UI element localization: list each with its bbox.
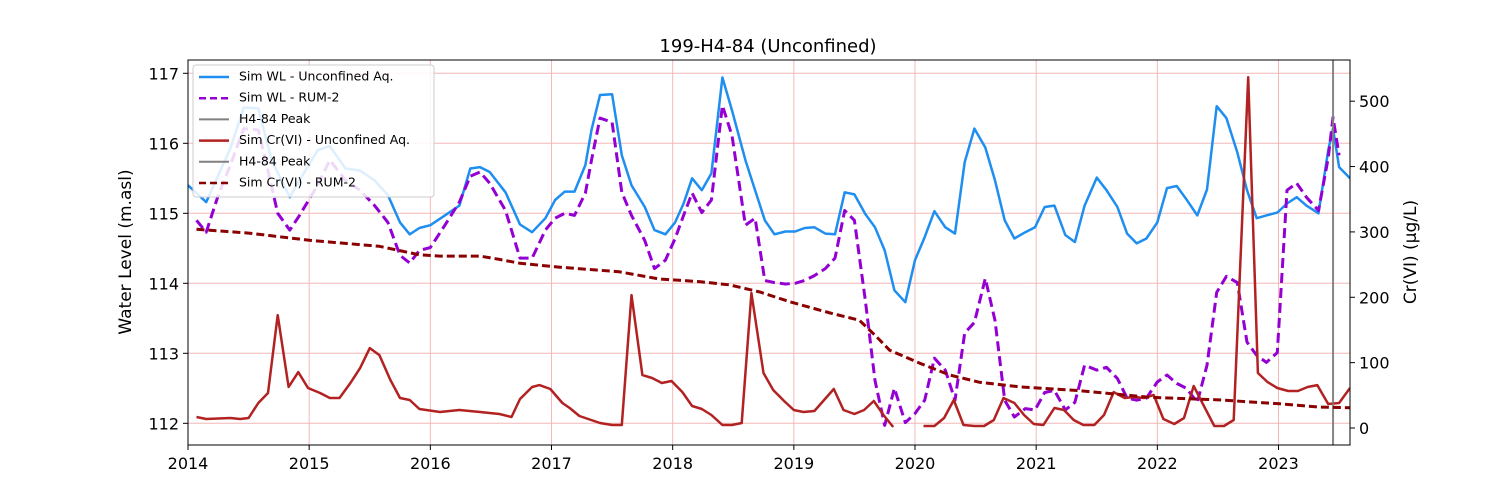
series-line	[195, 104, 1341, 427]
y2-tick-label: 400	[1359, 158, 1390, 177]
y-tick-label: 117	[148, 64, 179, 83]
series-line	[196, 227, 1350, 410]
plot-area	[188, 60, 1350, 445]
x-tick-label: 2017	[531, 454, 572, 473]
y-tick-label: 114	[148, 274, 179, 293]
y2-tick-label: 100	[1359, 354, 1390, 373]
x-tick-label: 2021	[1016, 454, 1057, 473]
y-axis-label: Water Level (m.asl)	[116, 169, 136, 334]
x-tick-label: 2014	[168, 454, 209, 473]
y2-tick-label: 500	[1359, 92, 1390, 111]
y2-tick-label: 200	[1359, 288, 1390, 307]
axes: 2014 2015 2016 2017 2018 2019 2020 2021 2022 2023…	[148, 64, 1389, 473]
y2-tick-label: 300	[1359, 223, 1390, 242]
x-tick-label: 2020	[895, 454, 936, 473]
grid	[187, 60, 1350, 445]
y-tick-label: 113	[148, 344, 179, 363]
x-tick-label: 2018	[652, 454, 693, 473]
legend-box	[192, 64, 435, 198]
x-tick-label: 2015	[289, 454, 330, 473]
y2-tick-label: 0	[1359, 419, 1369, 438]
legend-label: Sim Cr(VI) - Unconfined Aq.	[239, 132, 410, 147]
y-tick-label: 115	[148, 204, 179, 223]
x-tick-label: 2019	[773, 454, 814, 473]
legend-label: Sim WL - Unconfined Aq.	[239, 69, 394, 84]
legend-label: H4-84 Peak	[239, 111, 311, 126]
chart-title: 199-H4-84 (Unconfined)	[659, 36, 876, 57]
plot-frame	[187, 59, 1351, 446]
x-tick-label: 2022	[1137, 454, 1178, 473]
y-tick-label: 112	[148, 414, 179, 433]
y-tick-label: 116	[148, 134, 179, 153]
legend-label: H4-84 Peak	[239, 153, 311, 168]
x-tick-label: 2016	[410, 454, 451, 473]
y2-axis-label: Cr(VI) (µg/L)	[1401, 200, 1421, 304]
legend: Sim WL - Unconfined Aq. Sim WL - RUM-2 H4-…	[192, 64, 435, 198]
series-line	[188, 76, 1350, 304]
legend-label: Sim Cr(VI) - RUM-2	[239, 175, 356, 190]
legend-label: Sim WL - RUM-2	[239, 90, 339, 105]
x-tick-label: 2023	[1258, 454, 1299, 473]
